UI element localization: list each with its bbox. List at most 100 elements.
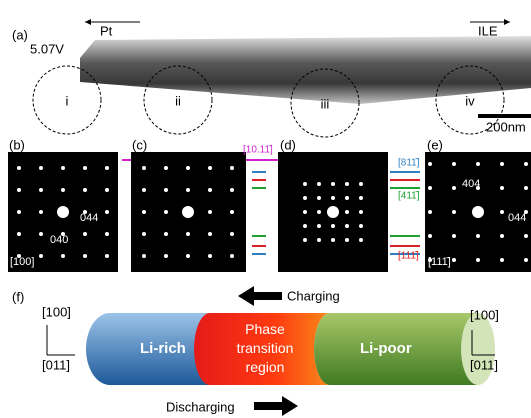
cap	[461, 313, 495, 385]
spot	[61, 254, 65, 258]
spot	[230, 232, 234, 236]
label: 040	[50, 234, 68, 246]
spot	[230, 210, 234, 214]
spot	[331, 238, 335, 242]
spot	[164, 166, 168, 170]
spot	[39, 210, 43, 214]
spot	[186, 232, 190, 236]
label: [10.11̄]	[243, 145, 273, 156]
spot	[164, 188, 168, 192]
spot	[331, 196, 335, 200]
arrow	[504, 19, 510, 25]
spot	[39, 232, 43, 236]
spot	[428, 234, 432, 238]
spot	[164, 210, 168, 214]
spot	[317, 182, 321, 186]
spot	[142, 210, 146, 214]
arrow	[85, 19, 91, 25]
spot	[17, 188, 21, 192]
spot	[61, 188, 65, 192]
scale-bar	[478, 114, 531, 118]
spot	[500, 210, 504, 214]
spot	[303, 196, 307, 200]
spot	[164, 254, 168, 258]
spot	[359, 224, 363, 228]
label: iii	[321, 96, 330, 111]
spot	[208, 232, 212, 236]
spot	[500, 186, 504, 190]
spot	[186, 166, 190, 170]
spot	[39, 254, 43, 258]
spot	[105, 188, 109, 192]
spot	[142, 232, 146, 236]
axes	[47, 325, 75, 355]
spot	[476, 234, 480, 238]
spot	[500, 258, 504, 262]
label: [111̄]	[398, 251, 419, 262]
spot	[452, 258, 456, 262]
label: [111̄]	[428, 256, 451, 268]
spot	[524, 234, 528, 238]
spot	[83, 254, 87, 258]
spot	[452, 210, 456, 214]
spot	[182, 206, 194, 218]
figure: (a) Pt ILE 5.07V i ii iii iv 200nm (b) (…	[0, 0, 531, 418]
label: 404	[462, 178, 480, 190]
label: (d)	[280, 137, 296, 152]
spot	[17, 166, 21, 170]
label: (f)	[12, 289, 24, 304]
spot	[452, 186, 456, 190]
spot	[317, 196, 321, 200]
label: (b)	[9, 137, 25, 152]
label: 044	[508, 212, 526, 224]
spot	[428, 162, 432, 166]
spot	[345, 210, 349, 214]
label: [100]	[10, 256, 34, 268]
label: ILE	[478, 23, 498, 38]
spot	[476, 258, 480, 262]
tem-image	[80, 36, 531, 104]
spot	[345, 224, 349, 228]
spot	[230, 254, 234, 258]
spot	[208, 188, 212, 192]
label: [011]	[42, 357, 70, 372]
label: 5.07V	[30, 41, 64, 56]
spot	[105, 254, 109, 258]
spot	[303, 238, 307, 242]
spot	[359, 210, 363, 214]
spot	[331, 224, 335, 228]
spot	[208, 254, 212, 258]
spot	[359, 182, 363, 186]
spot	[142, 166, 146, 170]
spot	[327, 206, 339, 218]
spot	[17, 232, 21, 236]
label: [811̄]	[398, 158, 420, 169]
spot	[345, 196, 349, 200]
spot	[428, 210, 432, 214]
label: Discharging	[166, 399, 235, 414]
spot	[500, 162, 504, 166]
spot	[142, 254, 146, 258]
label: Charging	[287, 288, 340, 303]
arrow	[254, 396, 298, 416]
spot	[57, 206, 69, 218]
spot	[39, 166, 43, 170]
label: (c)	[132, 137, 147, 152]
label: [100]	[42, 304, 71, 319]
label: 200nm	[486, 119, 526, 134]
spot	[524, 186, 528, 190]
spot	[428, 186, 432, 190]
spot	[317, 238, 321, 242]
spot	[317, 224, 321, 228]
spot	[359, 238, 363, 242]
spot	[303, 224, 307, 228]
label: [411̄]	[398, 191, 420, 202]
spot	[230, 166, 234, 170]
spot	[452, 234, 456, 238]
spot	[186, 254, 190, 258]
label: [011]	[470, 357, 498, 372]
spot	[230, 188, 234, 192]
label: 044	[80, 212, 98, 224]
arrow	[238, 286, 282, 306]
spot	[105, 210, 109, 214]
